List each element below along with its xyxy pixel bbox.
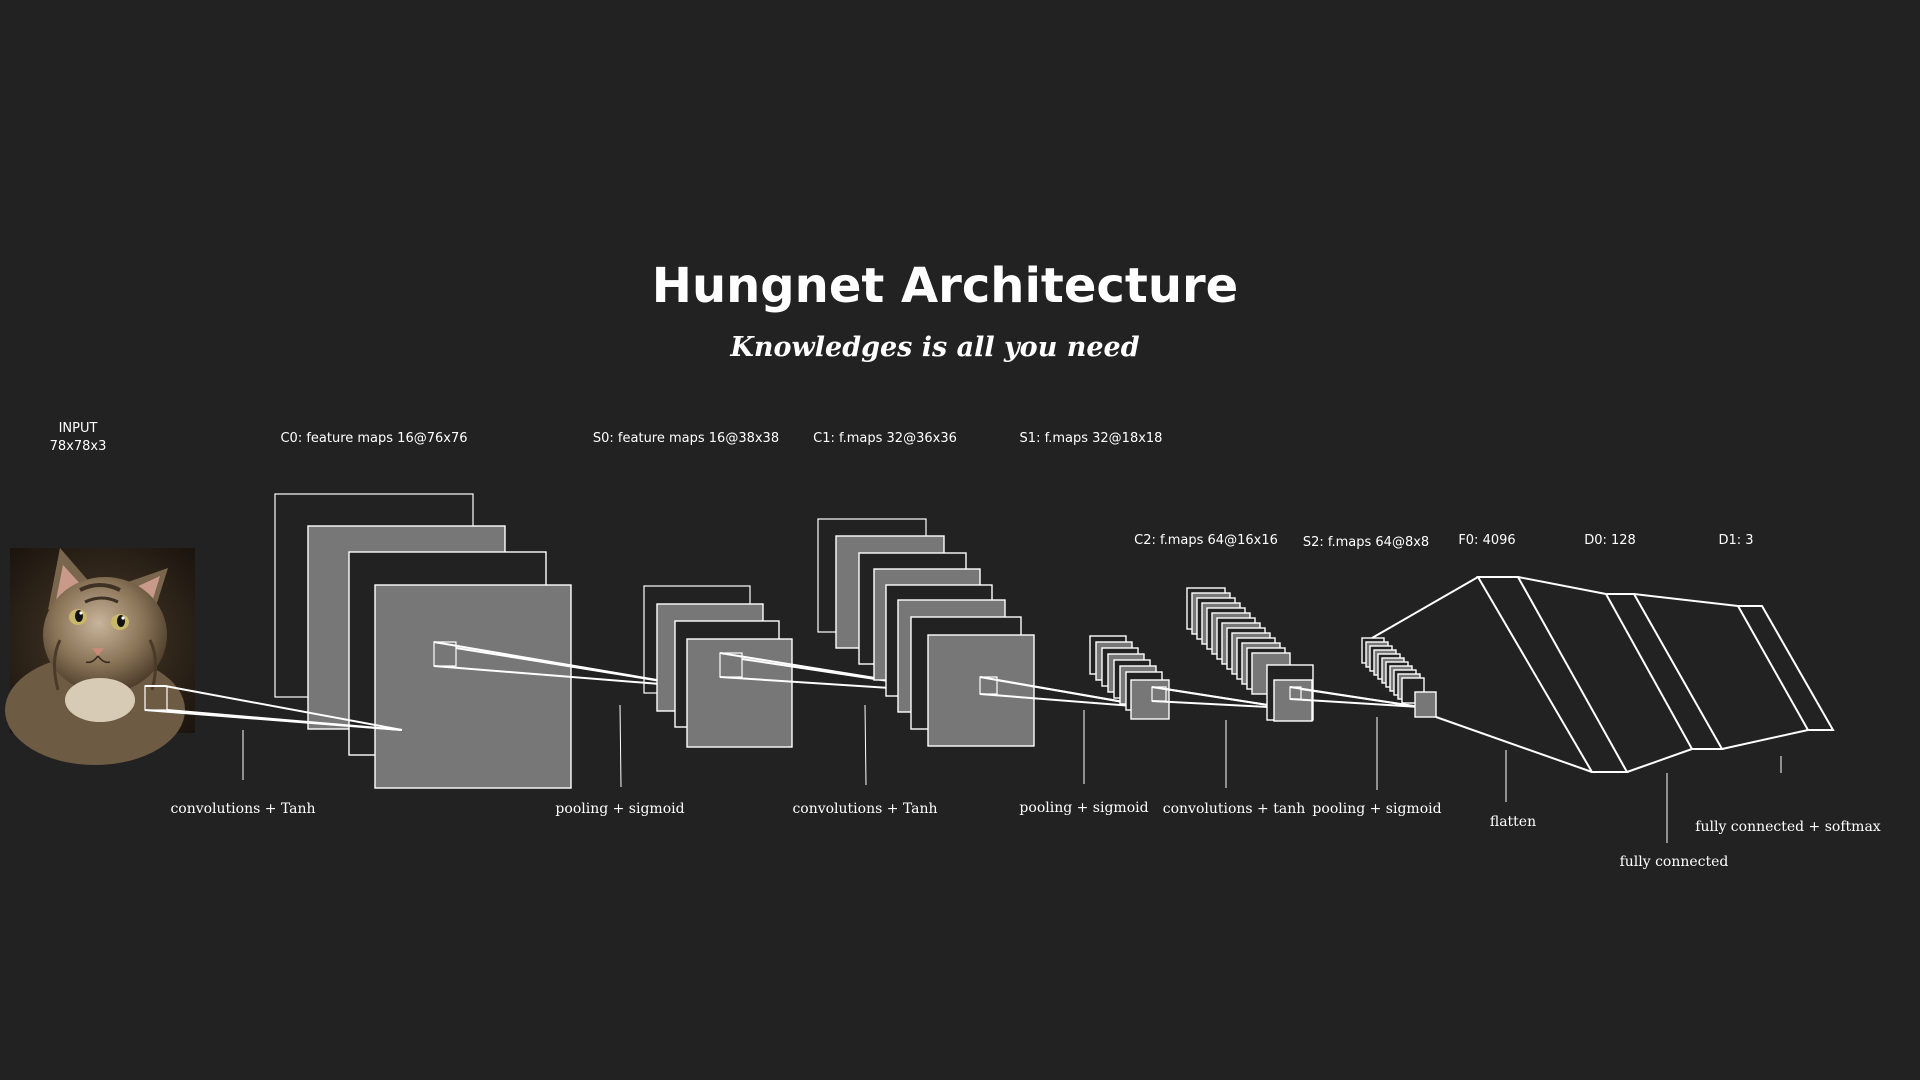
op2-label: pooling + sigmoid — [555, 801, 684, 817]
op3-label: convolutions + Tanh — [792, 801, 937, 817]
s1-feature-maps — [1089, 635, 1170, 720]
page-title: Hungnet Architecture — [652, 258, 1238, 314]
s2-feature-maps — [1361, 637, 1437, 718]
d0-label: D0: 128 — [1584, 533, 1636, 548]
op1-label: convolutions + Tanh — [170, 801, 315, 817]
c0-label: C0: feature maps 16@76x76 — [280, 431, 467, 446]
c0-feature-maps — [274, 493, 572, 789]
c2-receptive-field — [1289, 686, 1421, 708]
op8-label: fully connected — [1620, 854, 1729, 870]
f0-label: F0: 4096 — [1458, 533, 1515, 548]
op2-tick — [619, 704, 622, 788]
op4-label: pooling + sigmoid — [1019, 800, 1148, 816]
c2-feature-maps — [1186, 587, 1314, 722]
s0-feature-maps — [643, 585, 793, 748]
op3-tick — [864, 704, 867, 786]
dense-layers — [1371, 576, 1835, 773]
c1-feature-maps — [817, 518, 1035, 747]
page-subtitle: Knowledges is all you need — [729, 332, 1139, 363]
c2-label: C2: f.maps 64@16x16 — [1134, 533, 1278, 548]
s0-label: S0: feature maps 16@38x38 — [593, 431, 779, 446]
s2-label: S2: f.maps 64@8x8 — [1303, 535, 1429, 550]
s1-label: S1: f.maps 32@18x18 — [1020, 431, 1163, 446]
input-size-label: 78x78x3 — [50, 439, 107, 454]
op7-label: flatten — [1490, 814, 1536, 830]
input-label: INPUT — [59, 421, 98, 436]
c1-label: C1: f.maps 32@36x36 — [813, 431, 957, 446]
op5-label: convolutions + tanh — [1163, 801, 1306, 817]
d1-label: D1: 3 — [1718, 533, 1753, 548]
op9-label: fully connected + softmax — [1695, 819, 1880, 835]
op6-label: pooling + sigmoid — [1312, 801, 1441, 817]
input-receptive-field — [144, 685, 403, 731]
input-image — [5, 548, 195, 765]
